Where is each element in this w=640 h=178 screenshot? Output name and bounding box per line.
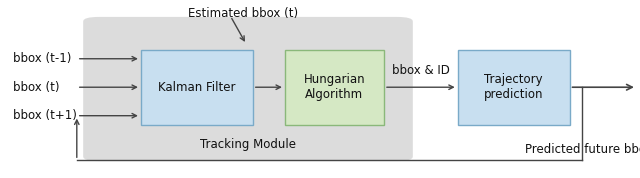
Text: Hungarian
Algorithm: Hungarian Algorithm — [303, 73, 365, 101]
Text: bbox (t+1): bbox (t+1) — [13, 109, 77, 122]
Text: bbox & ID: bbox & ID — [392, 64, 450, 77]
Text: Trajectory
prediction: Trajectory prediction — [484, 73, 543, 101]
FancyBboxPatch shape — [285, 50, 384, 125]
Text: bbox (t-1): bbox (t-1) — [13, 52, 71, 65]
FancyBboxPatch shape — [141, 50, 253, 125]
Text: Tracking Module: Tracking Module — [200, 138, 296, 151]
Text: Predicted future bboxes: Predicted future bboxes — [525, 143, 640, 156]
FancyBboxPatch shape — [83, 17, 413, 161]
Text: bbox (t): bbox (t) — [13, 81, 60, 94]
Text: Estimated bbox (t): Estimated bbox (t) — [188, 7, 298, 20]
FancyBboxPatch shape — [458, 50, 570, 125]
Text: Kalman Filter: Kalman Filter — [158, 81, 236, 94]
